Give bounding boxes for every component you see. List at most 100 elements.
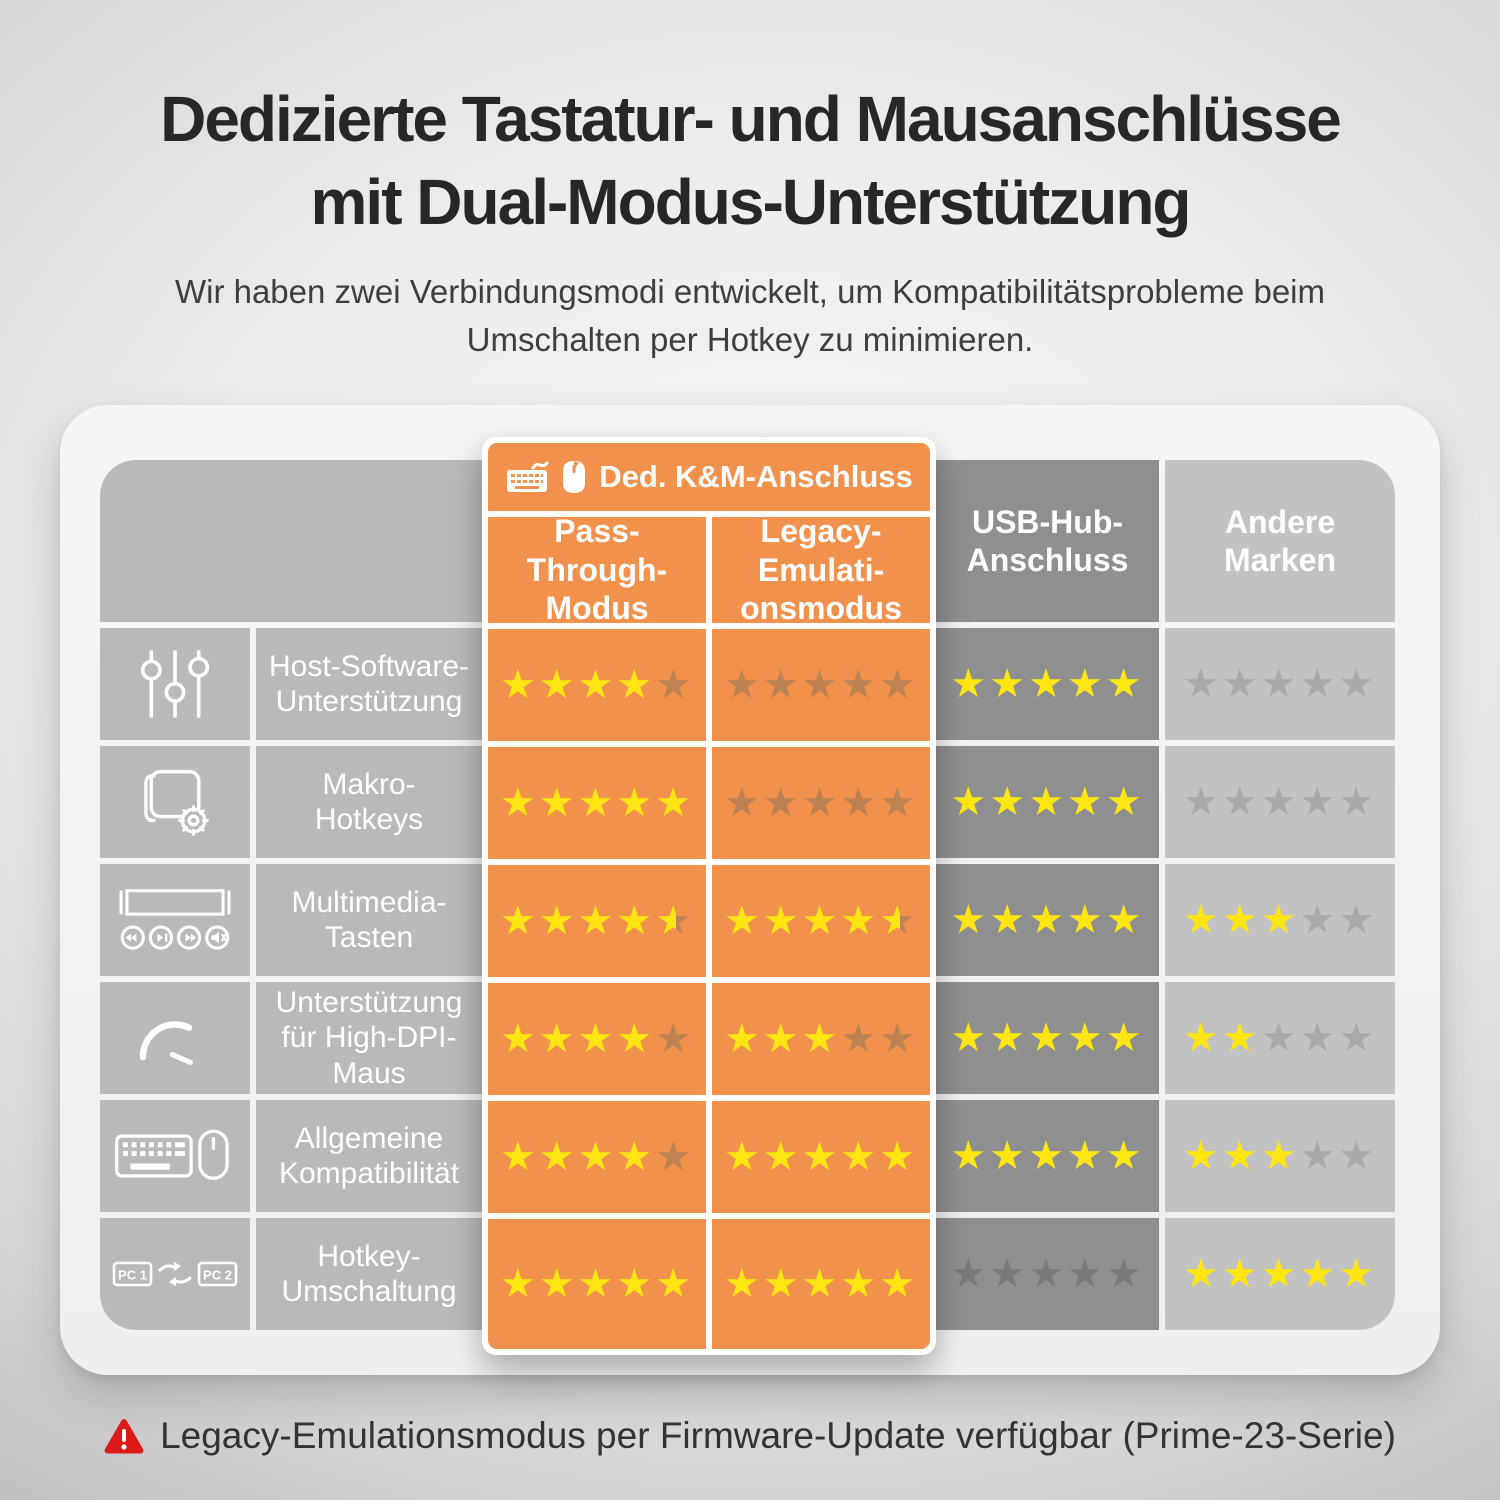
feature-icon-cell (100, 864, 250, 976)
star-filled-icon: ★ (538, 1016, 578, 1062)
comparison-table: USB-Hub- Anschluss Andere Marken Host-So… (100, 437, 1395, 1355)
pc-switch-icon: PC 1 PC 2 (111, 1248, 239, 1300)
star-filled-icon: ★ (577, 1016, 617, 1062)
star-filled-icon: ★ (499, 1261, 539, 1307)
star-rating: ★★★★★ (724, 1264, 918, 1304)
star-empty-icon: ★ (840, 780, 880, 826)
star-filled-icon: ★ (801, 898, 841, 944)
page-title: Dedizierte Tastatur- und Mausanschlüsse … (0, 78, 1500, 244)
star-filled-icon: ★ (1066, 779, 1106, 825)
star-filled-icon: ★ (950, 661, 990, 707)
star-filled-icon: ★ (989, 1133, 1029, 1179)
rating-cell-usb-hub: ★★★★★ (936, 982, 1159, 1094)
star-filled-icon: ★ (1066, 1133, 1106, 1179)
svg-text:PC 1: PC 1 (118, 1268, 147, 1283)
table-corner-header (100, 460, 482, 622)
rating-cell-andere-marken: ★★★★★ (1165, 982, 1395, 1094)
star-filled-icon: ★ (723, 1134, 763, 1180)
star-filled-icon: ★ (950, 779, 990, 825)
star-filled-icon: ★ (762, 898, 802, 944)
star-rating: ★★★★★ (1183, 1254, 1377, 1294)
star-empty-icon: ★ (1299, 1133, 1339, 1179)
star-filled-icon: ★ (616, 898, 656, 944)
star-empty-icon: ★ (840, 662, 880, 708)
rating-cell-pass-through: ★★★★★ (488, 747, 706, 859)
star-empty-icon: ★ (1260, 779, 1300, 825)
sliders-icon (132, 645, 218, 723)
star-filled-icon: ★ (1221, 1133, 1261, 1179)
star-filled-icon: ★ (989, 661, 1029, 707)
star-filled-icon: ★ (499, 898, 539, 944)
star-filled-icon: ★ (577, 898, 617, 944)
star-empty-icon: ★ (723, 662, 763, 708)
footer-note-text: Legacy-Emulationsmodus per Firmware-Upda… (160, 1415, 1396, 1456)
star-empty-icon: ★ (840, 1016, 880, 1062)
keyboard-mouse-icon (113, 1125, 237, 1187)
dedicated-km-grid: Ded. K&M-Anschluss Pass-Through- Modus L… (488, 443, 930, 1349)
rating-cell-andere-marken: ★★★★★ (1165, 1218, 1395, 1330)
star-rating: ★★★★★ (950, 1018, 1144, 1058)
column-header-legacy-emulation: Legacy- Emulati- onsmodus (712, 513, 930, 626)
star-filled-icon: ★ (1338, 1251, 1378, 1297)
multimedia-icon (116, 886, 234, 954)
speedometer-icon (133, 1006, 217, 1070)
keyboard-icon (505, 460, 549, 494)
rating-cell-legacy-emulation: ★★★★★ (712, 983, 930, 1095)
star-empty-icon: ★ (1338, 1133, 1378, 1179)
star-filled-icon: ★ (1105, 779, 1145, 825)
star-empty-icon: ★ (723, 780, 763, 826)
rating-cell-pass-through: ★★★★★ (488, 983, 706, 1095)
feature-icon-cell (100, 982, 250, 1094)
star-filled-icon: ★ (723, 1016, 763, 1062)
star-rating: ★★★★★ (500, 665, 694, 705)
star-empty-icon: ★ (1299, 779, 1339, 825)
page-title-line1: Dedizierte Tastatur- und Mausanschlüsse (160, 83, 1342, 155)
star-filled-icon: ★ (1066, 897, 1106, 943)
star-filled-icon: ★ (1299, 1251, 1339, 1297)
feature-icon-cell: PC 1 PC 2 (100, 1218, 250, 1330)
star-rating: ★★★★★ (500, 1137, 694, 1177)
star-filled-icon: ★ (1028, 897, 1067, 943)
star-rating: ★★★★★ (950, 900, 1144, 940)
star-filled-icon: ★ (538, 1261, 578, 1307)
star-empty-icon: ★ (1260, 661, 1300, 707)
star-rating: ★★★★★ (1183, 1018, 1377, 1058)
star-empty-icon: ★ (655, 1016, 695, 1062)
rating-cell-legacy-emulation: ★★★★★ (712, 629, 930, 741)
star-filled-icon: ★ (1221, 1015, 1261, 1061)
rating-cell-andere-marken: ★★★★★ (1165, 628, 1395, 740)
rating-cell-pass-through: ★★★★★ (488, 629, 706, 741)
column-header-pass-through: Pass-Through- Modus (488, 513, 706, 626)
star-filled-icon: ★ (1105, 661, 1145, 707)
star-empty-icon: ★ (879, 1016, 919, 1062)
star-filled-icon: ★ (1260, 1251, 1300, 1297)
rating-cell-usb-hub: ★★★★★ (936, 1218, 1159, 1330)
star-filled-icon: ★ (1221, 1251, 1261, 1297)
star-filled-icon: ★ (538, 1134, 578, 1180)
star-filled-icon: ★ (1105, 1015, 1145, 1061)
star-rating: ★★★★★ ★ (500, 901, 694, 941)
star-filled-icon: ★ (1260, 897, 1300, 943)
star-filled-icon: ★ (538, 898, 578, 944)
star-filled-icon: ★ (499, 662, 539, 708)
rating-cell-legacy-emulation: ★★★★★ (712, 1219, 930, 1349)
star-empty-icon: ★ (1299, 1015, 1339, 1061)
rating-cell-legacy-emulation: ★★★★★ (712, 747, 930, 859)
star-filled-icon: ★ (1028, 1133, 1067, 1179)
page-subtitle: Wir haben zwei Verbindungsmodi entwickel… (174, 273, 1326, 359)
star-filled-icon: ★ (499, 1134, 539, 1180)
star-filled-icon: ★ (1028, 661, 1067, 707)
dedicated-km-panel: Ded. K&M-Anschluss Pass-Through- Modus L… (482, 437, 936, 1355)
feature-label: Hotkey- Umschaltung (256, 1218, 482, 1330)
star-filled-icon: ★ (1182, 1015, 1222, 1061)
star-empty-icon: ★ (1338, 661, 1378, 707)
star-filled-icon: ★ (989, 897, 1029, 943)
star-filled-icon: ★ (577, 662, 617, 708)
star-filled-icon: ★ (1028, 1015, 1067, 1061)
star-rating: ★★★★★ (724, 1019, 918, 1059)
star-half-icon: ★ ★ (879, 898, 919, 944)
rating-cell-andere-marken: ★★★★★ (1165, 746, 1395, 858)
rating-cell-pass-through: ★★★★★ (488, 1219, 706, 1349)
star-empty-icon: ★ (801, 662, 841, 708)
star-empty-icon: ★ (950, 1251, 990, 1297)
